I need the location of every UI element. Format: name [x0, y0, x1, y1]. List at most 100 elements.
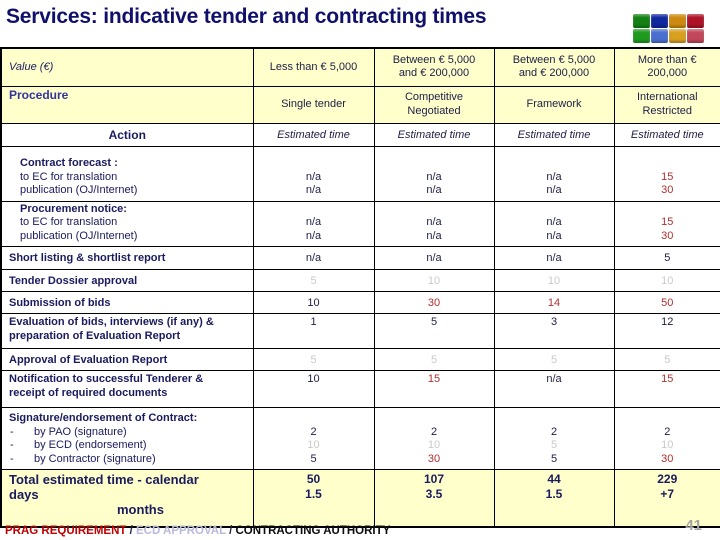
value-cell: n/a n/a [493, 200, 615, 247]
value-cell: 2 10 30 [373, 407, 495, 470]
legend-ecd: ECD APPROVAL [136, 525, 226, 537]
legend-separator: / [126, 525, 136, 537]
row-label: Contract forecast : to EC for translatio… [0, 145, 254, 202]
value-cell: 10 [373, 269, 495, 292]
row-procurement-notice: Procurement notice: to EC for translatio… [0, 200, 720, 247]
value-cell: 15 [613, 370, 720, 408]
procedure-col-1: Single tender [252, 85, 375, 124]
colored-cubes-logo [633, 14, 704, 43]
value-header-cell: Value (€) [0, 47, 254, 87]
action-header-cell: Action [0, 122, 254, 147]
value-cell: 10 [252, 291, 375, 314]
row-approval: Approval of Evaluation Report 5 5 5 5 [0, 348, 720, 371]
dash-bullet: - [10, 425, 14, 438]
value-label: Value (€) [9, 60, 54, 73]
header-row-procedure: Procedure Single tender Competitive Negot… [0, 85, 720, 124]
page-title: Services: indicative tender and contract… [6, 5, 487, 28]
value-cell: 3 [493, 313, 615, 349]
value-cell: n/a n/a [373, 145, 495, 202]
value-col-4: More than €200,000 [613, 47, 720, 87]
estimated-time-header: Estimated time [493, 122, 615, 147]
value-cell: 5 [613, 348, 720, 371]
total-cell: 50 1.5 [252, 469, 375, 527]
value-cell: 5 [373, 348, 495, 371]
row-label: Procurement notice: to EC for translatio… [0, 200, 254, 247]
value-cell: n/a n/a [252, 145, 375, 202]
value-cell: 50 [613, 291, 720, 314]
row-label: Evaluation of bids, interviews (if any) … [0, 313, 254, 349]
value-cell: 15 30 [613, 145, 720, 202]
row-label: Total estimated time - calendar days mon… [0, 469, 254, 527]
row-label: Signature/endorsement of Contract: - by P… [0, 407, 254, 470]
value-cell: 5 [252, 348, 375, 371]
months-label: months [117, 502, 164, 517]
value-cell: 5 [252, 269, 375, 292]
logo-cube [687, 29, 704, 43]
row-submission: Submission of bids 10 30 14 50 [0, 291, 720, 314]
row-contract-forecast: Contract forecast : to EC for translatio… [0, 145, 720, 202]
row-label: Approval of Evaluation Report [0, 348, 254, 371]
total-cell: 44 1.5 [493, 469, 615, 527]
value-cell: n/a [493, 246, 615, 270]
estimated-time-header: Estimated time [613, 122, 720, 147]
logo-cube [669, 14, 686, 28]
value-cell: 10 [493, 269, 615, 292]
logo-cube [651, 29, 668, 43]
value-cell: 12 [613, 313, 720, 349]
value-cell: n/a [252, 246, 375, 270]
legend-separator: / [225, 525, 236, 537]
row-label: Submission of bids [0, 291, 254, 314]
tender-times-table: Value (€) Less than € 5,000 Between € 5,… [0, 47, 720, 528]
value-col-2: Between € 5,000 and € 200,000 [373, 47, 495, 87]
logo-cube [651, 14, 668, 28]
row-short-listing: Short listing & shortlist report n/a n/a… [0, 246, 720, 270]
value-cell: n/a n/a [373, 200, 495, 247]
row-label: Notification to successful Tenderer & re… [0, 370, 254, 408]
total-cell: 107 3.5 [373, 469, 495, 527]
value-cell: n/a [373, 246, 495, 270]
row-signature: Signature/endorsement of Contract: - by P… [0, 407, 720, 470]
value-cell: 5 [613, 246, 720, 270]
value-cell: 30 [373, 291, 495, 314]
procedure-label: Procedure [9, 87, 69, 102]
row-label: Short listing & shortlist report [0, 246, 254, 270]
value-cell: 15 [373, 370, 495, 408]
total-cell: 229 +7 [613, 469, 720, 527]
value-cell: 5 [373, 313, 495, 349]
header-row-value: Value (€) Less than € 5,000 Between € 5,… [0, 47, 720, 87]
value-cell: n/a n/a [252, 200, 375, 247]
row-label: Tender Dossier approval [0, 269, 254, 292]
value-cell: 2 10 30 [613, 407, 720, 470]
legend-prag: PRAG REQUIREMENT [5, 525, 127, 537]
logo-cube [669, 29, 686, 43]
value-cell: 5 [493, 348, 615, 371]
row-tender-dossier: Tender Dossier approval 5 10 10 10 [0, 269, 720, 292]
estimated-time-header: Estimated time [373, 122, 495, 147]
header-row-action: Action Estimated time Estimated time Est… [0, 122, 720, 147]
page-number: 41 [685, 517, 702, 534]
value-cell: n/a n/a [493, 145, 615, 202]
logo-cube [687, 14, 704, 28]
value-col-1: Less than € 5,000 [252, 47, 375, 87]
value-cell: 10 [252, 370, 375, 408]
legend-contracting-authority: CONTRACTING AUTHORITY [235, 525, 391, 537]
value-cell: 1 [252, 313, 375, 349]
row-evaluation: Evaluation of bids, interviews (if any) … [0, 313, 720, 349]
procedure-col-3: Framework [493, 85, 615, 124]
legend-footer: PRAG REQUIREMENT / ECD APPROVAL / CONTRA… [5, 525, 390, 537]
row-notification: Notification to successful Tenderer & re… [0, 370, 720, 408]
value-cell: 15 30 [613, 200, 720, 247]
logo-cube [633, 29, 650, 43]
logo-cube [633, 14, 650, 28]
procedure-col-2: Competitive Negotiated [373, 85, 495, 124]
value-col-3: Between € 5,000 and € 200,000 [493, 47, 615, 87]
value-cell: 2 10 5 [252, 407, 375, 470]
dash-bullet: - [10, 439, 14, 451]
procedure-col-4: International Restricted [613, 85, 720, 124]
row-total: Total estimated time - calendar days mon… [0, 469, 720, 527]
dash-bullet: - [10, 452, 14, 465]
estimated-time-header: Estimated time [252, 122, 375, 147]
value-cell: 10 [613, 269, 720, 292]
value-cell: n/a [493, 370, 615, 408]
